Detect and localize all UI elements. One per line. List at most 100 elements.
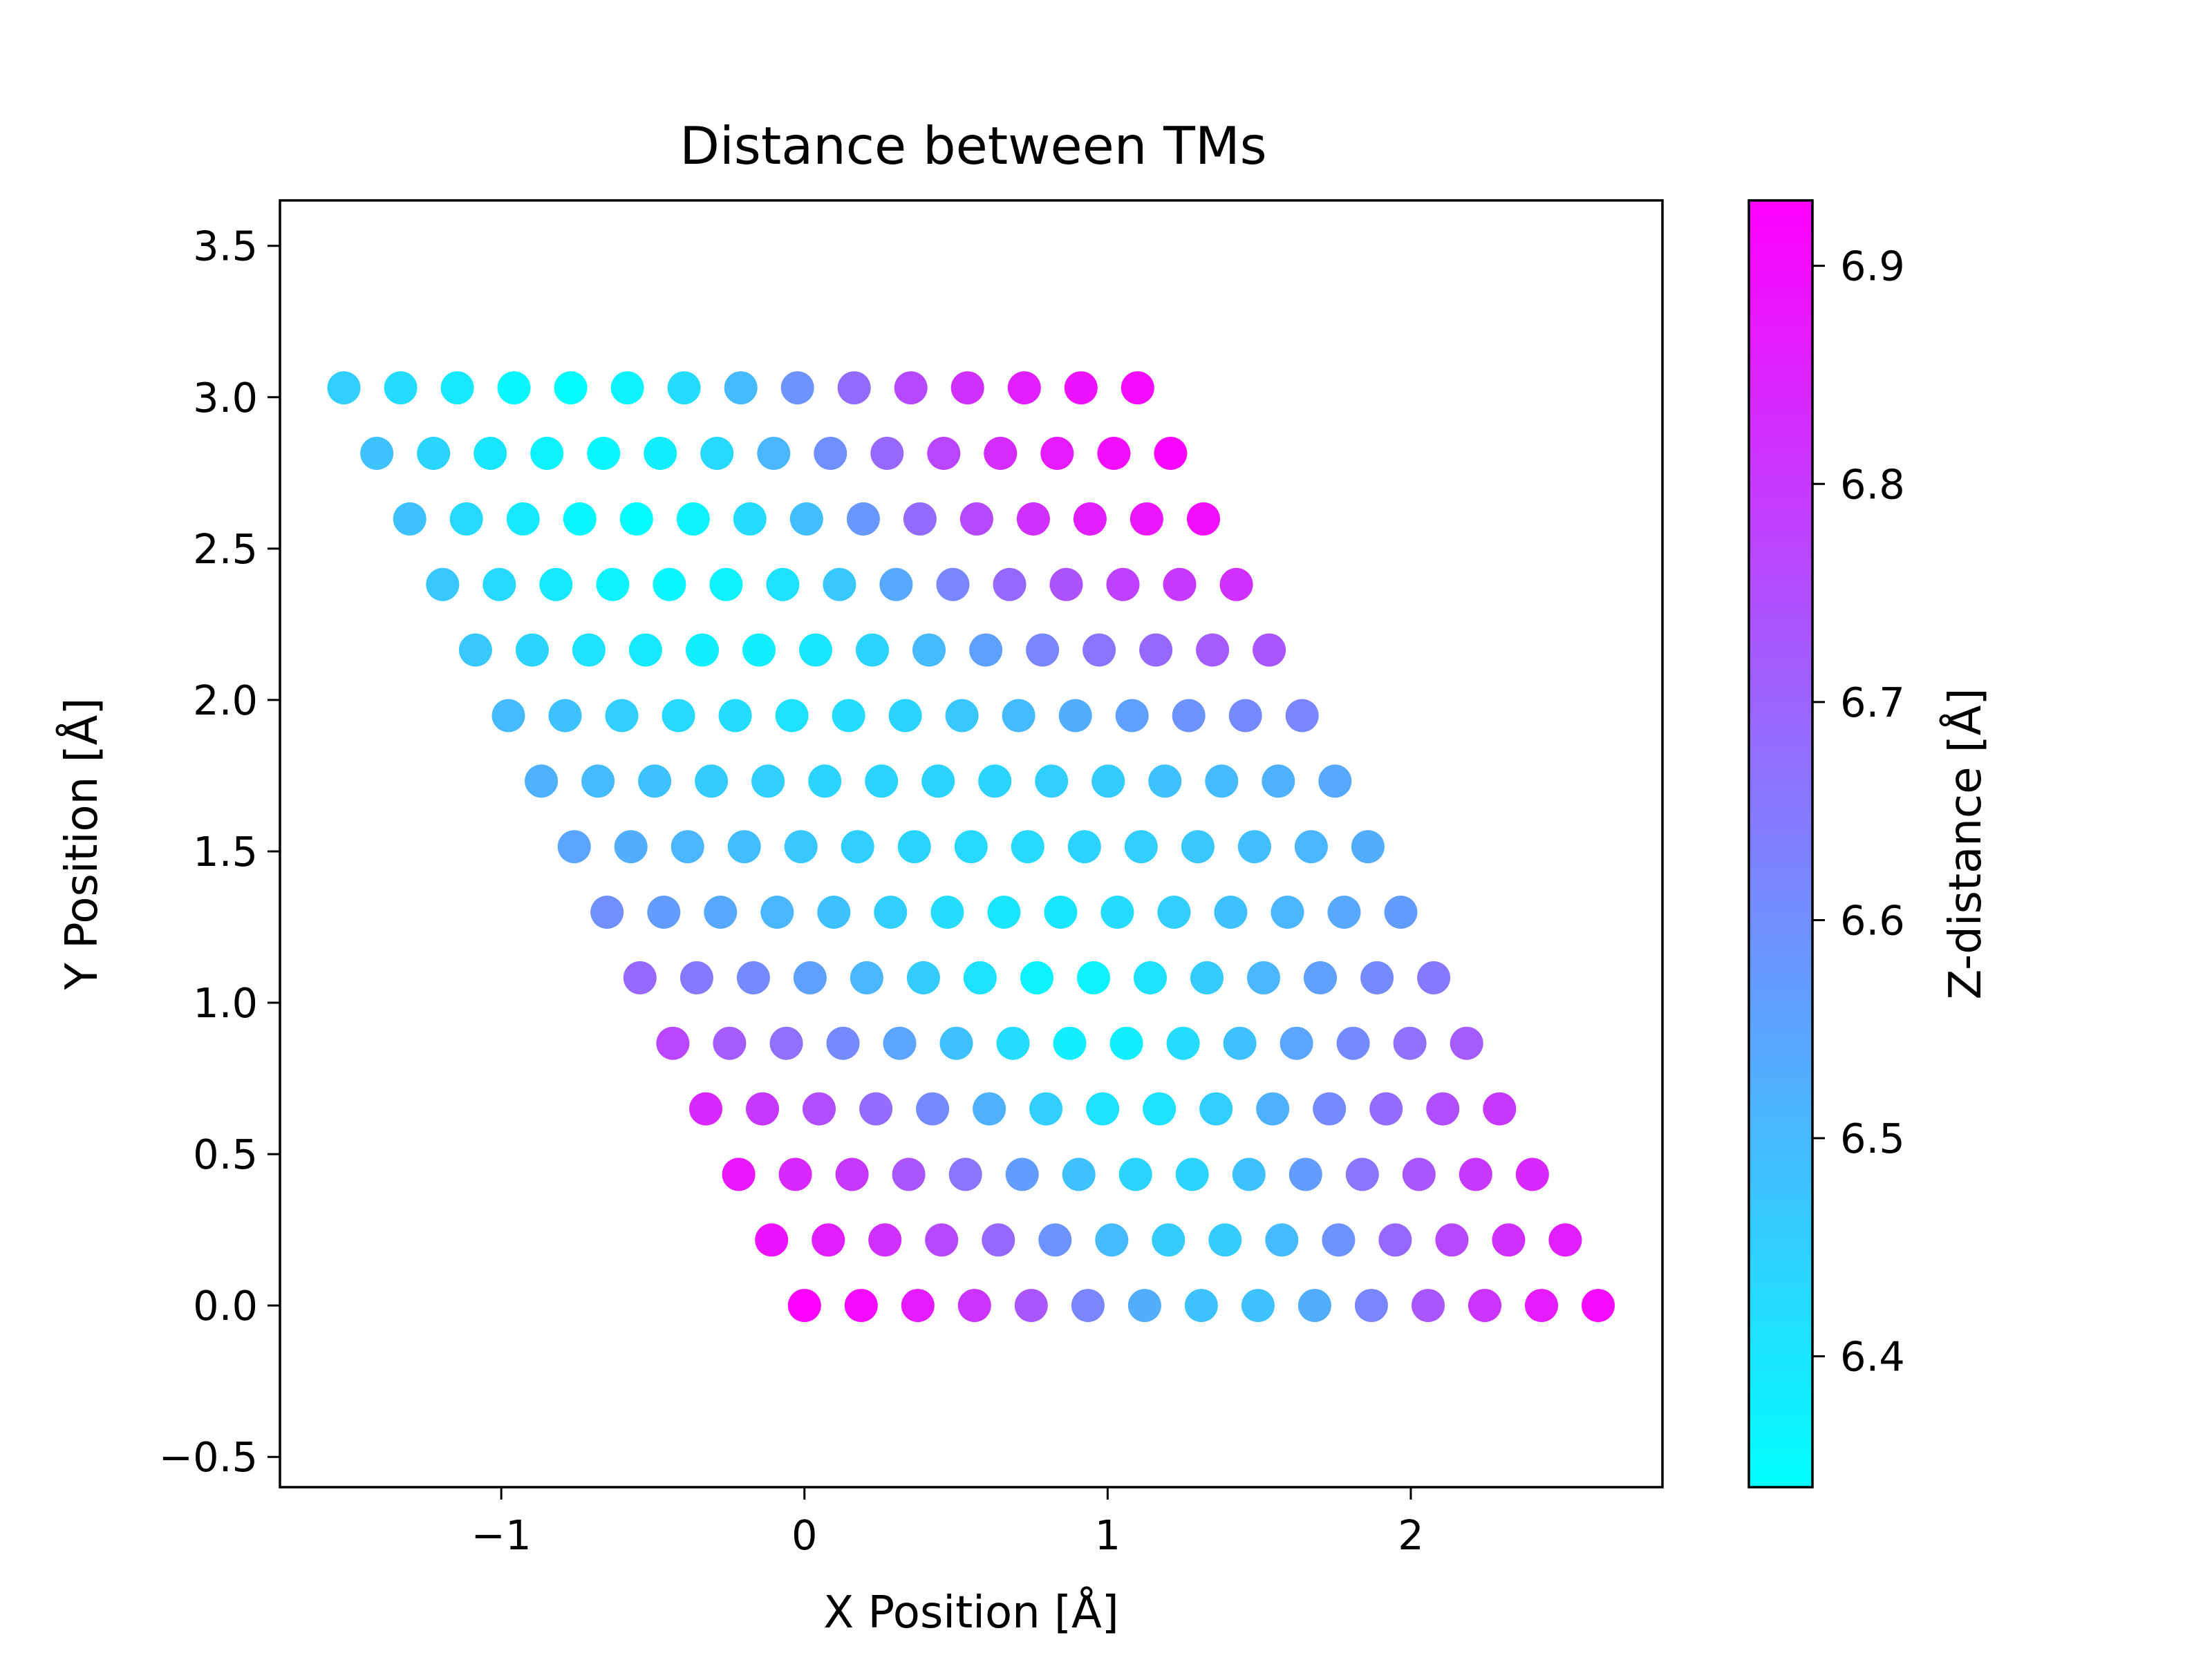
scatter-point: [1417, 961, 1451, 994]
scatter-point: [1044, 896, 1078, 929]
scatter-point: [746, 1092, 779, 1126]
scatter-point: [950, 371, 984, 405]
scatter-point: [1011, 830, 1044, 864]
scatter-point: [874, 896, 908, 929]
scatter-point: [780, 371, 814, 405]
scatter-point: [775, 699, 809, 733]
scatter-point: [1097, 437, 1131, 470]
scatter-point: [892, 1158, 926, 1191]
scatter-point: [808, 764, 842, 798]
colorbar-tick-label: 6.6: [1840, 896, 1905, 944]
scatter-point: [1285, 699, 1319, 733]
scatter-point: [793, 961, 827, 994]
scatter-point: [1228, 699, 1262, 733]
scatter-point: [506, 502, 540, 536]
scatter-point: [563, 502, 597, 536]
scatter-point: [1016, 502, 1050, 536]
scatter-point: [647, 896, 681, 929]
scatter-point: [384, 371, 418, 405]
scatter-point: [539, 567, 573, 601]
scatter-point: [814, 437, 847, 470]
scatter-point: [1143, 1092, 1177, 1126]
scatter-point: [614, 830, 648, 864]
scatter-point: [766, 567, 800, 601]
scatter-point: [1184, 1289, 1218, 1323]
scatter-point: [912, 633, 946, 667]
scatter-point: [826, 1026, 860, 1060]
scatter-point: [1071, 1289, 1105, 1323]
scatter-point: [894, 371, 928, 405]
scatter-point: [799, 633, 832, 667]
scatter-point: [1232, 1158, 1266, 1191]
scatter-point: [803, 1092, 836, 1126]
scatter-point: [1241, 1289, 1275, 1323]
scatter-point: [1073, 502, 1107, 536]
scatter-point: [1109, 1026, 1143, 1060]
x-tick-label: 2: [1398, 1511, 1424, 1559]
scatter-point: [548, 699, 582, 733]
scatter-point: [1492, 1223, 1526, 1257]
scatter-point: [1064, 371, 1098, 405]
scatter-point: [835, 1158, 869, 1191]
scatter-point: [1262, 764, 1295, 798]
colorbar-gradient: [1749, 200, 1812, 1487]
scatter-point: [844, 1289, 878, 1323]
scatter-point: [921, 764, 955, 798]
colorbar-tick-label: 6.8: [1840, 460, 1905, 508]
scatter-point: [449, 502, 483, 536]
scatter-point: [417, 437, 451, 470]
scatter-points: [327, 371, 1615, 1323]
scatter-point: [482, 567, 516, 601]
scatter-point: [1369, 1092, 1403, 1126]
scatter-point: [1190, 961, 1224, 994]
scatter-point: [925, 1223, 959, 1257]
scatter-point: [695, 764, 729, 798]
scatter-point: [1053, 1026, 1087, 1060]
scatter-point: [1297, 1289, 1331, 1323]
scatter-point: [1175, 1158, 1209, 1191]
scatter-point: [1091, 764, 1125, 798]
scatter-point: [1515, 1158, 1549, 1191]
scatter-point: [619, 502, 653, 536]
scatter-point: [327, 371, 361, 405]
scatter-point: [1327, 896, 1361, 929]
scatter-point: [751, 764, 785, 798]
x-axis-ticks: −1 0 1 2: [471, 1487, 1424, 1559]
scatter-point: [1435, 1223, 1469, 1257]
scatter-point: [846, 502, 880, 536]
scatter-point: [888, 699, 922, 733]
y-tick-label: 1.0: [193, 979, 258, 1027]
scatter-point: [1468, 1289, 1501, 1323]
scatter-point: [1247, 961, 1280, 994]
scatter-point: [1020, 961, 1053, 994]
scatter-point: [440, 371, 474, 405]
scatter-point: [930, 896, 964, 929]
scatter-point: [1205, 764, 1239, 798]
scatter-point: [936, 567, 970, 601]
scatter-point: [1253, 633, 1286, 667]
scatter-point: [1304, 961, 1337, 994]
scatter-point: [596, 567, 630, 601]
scatter-point: [1318, 764, 1352, 798]
scatter-point: [755, 1223, 789, 1257]
colorbar-tick-label: 6.5: [1840, 1115, 1905, 1162]
scatter-point: [554, 371, 588, 405]
scatter-point: [1067, 830, 1101, 864]
scatter-point: [426, 567, 460, 601]
scatter-point: [1002, 699, 1035, 733]
scatter-point: [742, 633, 776, 667]
scatter-point: [945, 699, 979, 733]
scatter-point: [1378, 1223, 1412, 1257]
scatter-point: [1106, 567, 1140, 601]
scatter-point: [515, 633, 549, 667]
scatter-point: [868, 1223, 902, 1257]
scatter-point: [662, 699, 695, 733]
scatter-point: [610, 371, 644, 405]
scatter-point: [897, 830, 931, 864]
scatter-point: [722, 1158, 756, 1191]
y-tick-label: 0.0: [193, 1282, 258, 1330]
scatter-point: [1062, 1158, 1096, 1191]
scatter-point: [1127, 1289, 1161, 1323]
scatter-point: [1450, 1026, 1483, 1060]
